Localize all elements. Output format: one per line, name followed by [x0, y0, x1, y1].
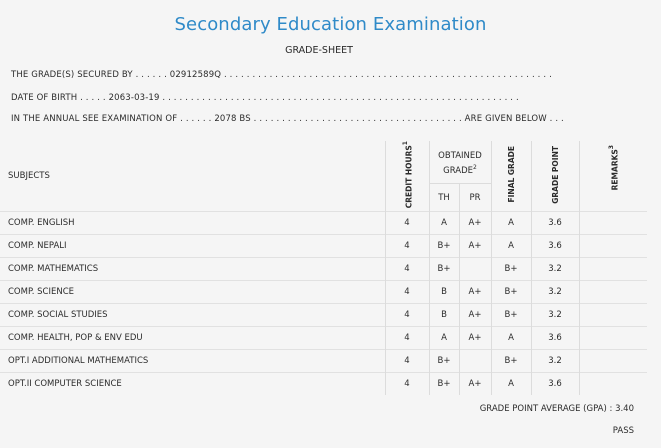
pr-grade-cell: A+: [458, 326, 491, 350]
th-grade-cell: B+: [428, 372, 459, 396]
credit-cell: 4: [384, 257, 429, 281]
table-row: COMP. HEALTH, POP & ENV EDU 4 A A+ A 3.6: [0, 326, 647, 350]
th-header: TH: [428, 183, 459, 212]
subjects-header: SUBJECTS: [8, 171, 50, 182]
credit-cell: 4: [384, 326, 429, 350]
remarks-cell: [578, 303, 647, 327]
table-row: COMP. ENGLISH 4 A A+ A 3.6: [0, 211, 647, 235]
grade-point-cell: 3.6: [530, 234, 579, 258]
th-grade-cell: B: [428, 280, 459, 304]
grade-point-cell: 3.6: [530, 211, 579, 235]
grade-point-header: GRADE POINT: [530, 141, 579, 212]
th-grade-cell: B+: [428, 234, 459, 258]
final-grade-cell: A: [490, 326, 531, 350]
table-row: COMP. SCIENCE 4 B A+ B+ 3.2: [0, 280, 647, 304]
pr-grade-cell: A+: [458, 303, 491, 327]
subject-cell: COMP. ENGLISH: [0, 211, 385, 235]
grade-point-cell: 3.6: [530, 372, 579, 396]
th-grade-cell: A: [428, 326, 459, 350]
grade-point-cell: 3.2: [530, 280, 579, 304]
subject-cell: COMP. MATHEMATICS: [0, 257, 385, 281]
symbol-number-line: THE GRADE(S) SECURED BY . . . . . . 0291…: [11, 70, 552, 80]
credit-cell: 4: [384, 234, 429, 258]
exam-year-line: IN THE ANNUAL SEE EXAMINATION OF . . . .…: [11, 114, 564, 124]
grade-point-cell: 3.2: [530, 349, 579, 373]
credit-cell: 4: [384, 211, 429, 235]
pr-grade-cell: A+: [458, 372, 491, 396]
th-grade-cell: B+: [428, 257, 459, 281]
gpa-summary: GRADE POINT AVERAGE (GPA) : 3.40: [479, 404, 634, 414]
date-of-birth-line: DATE OF BIRTH . . . . . 2063-03-19 . . .…: [11, 93, 519, 103]
remarks-cell: [578, 280, 647, 304]
pr-grade-cell: A+: [458, 280, 491, 304]
table-row: COMP. MATHEMATICS 4 B+ B+ 3.2: [0, 257, 647, 281]
th-grade-cell: B+: [428, 349, 459, 373]
grade-sheet-heading: GRADE-SHEET: [285, 45, 353, 56]
pr-grade-cell: A+: [458, 211, 491, 235]
remarks-cell: [578, 211, 647, 235]
pr-grade-cell: A+: [458, 234, 491, 258]
pr-header: PR: [458, 183, 491, 212]
subject-cell: COMP. SOCIAL STUDIES: [0, 303, 385, 327]
grade-point-cell: 3.2: [530, 257, 579, 281]
th-grade-cell: A: [428, 211, 459, 235]
remarks-cell: [578, 372, 647, 396]
credit-cell: 4: [384, 349, 429, 373]
table-row: COMP. NEPALI 4 B+ A+ A 3.6: [0, 234, 647, 258]
final-grade-header: FINAL GRADE: [490, 141, 531, 212]
grade-point-cell: 3.2: [530, 303, 579, 327]
final-grade-cell: B+: [490, 280, 531, 304]
remarks-cell: [578, 257, 647, 281]
pr-grade-cell: [458, 257, 491, 281]
credit-cell: 4: [384, 303, 429, 327]
final-grade-cell: A: [490, 234, 531, 258]
subject-cell: COMP. SCIENCE: [0, 280, 385, 304]
remarks-cell: [578, 234, 647, 258]
final-grade-cell: B+: [490, 349, 531, 373]
obtained-grade-header: OBTAINED GRADE2: [428, 141, 491, 184]
subject-cell: COMP. HEALTH, POP & ENV EDU: [0, 326, 385, 350]
final-grade-cell: B+: [490, 257, 531, 281]
page-title: Secondary Education Examination: [174, 14, 487, 35]
grade-table: SUBJECTS CREDIT HOURS1 OBTAINED GRADE2 F…: [0, 141, 647, 396]
remarks-cell: [578, 349, 647, 373]
credit-hours-header: CREDIT HOURS1: [384, 141, 429, 212]
subject-cell: OPT.II COMPUTER SCIENCE: [0, 372, 385, 396]
subject-cell: OPT.I ADDITIONAL MATHEMATICS: [0, 349, 385, 373]
credit-cell: 4: [384, 372, 429, 396]
th-grade-cell: B: [428, 303, 459, 327]
credit-cell: 4: [384, 280, 429, 304]
remarks-cell: [578, 326, 647, 350]
table-row: OPT.I ADDITIONAL MATHEMATICS 4 B+ B+ 3.2: [0, 349, 647, 373]
table-row: COMP. SOCIAL STUDIES 4 B A+ B+ 3.2: [0, 303, 647, 327]
final-grade-cell: B+: [490, 303, 531, 327]
grade-point-cell: 3.6: [530, 326, 579, 350]
subject-cell: COMP. NEPALI: [0, 234, 385, 258]
remarks-header: REMARKS3: [578, 141, 647, 212]
pr-grade-cell: [458, 349, 491, 373]
result-status: PASS: [612, 426, 634, 436]
table-row: OPT.II COMPUTER SCIENCE 4 B+ A+ A 3.6: [0, 372, 647, 396]
final-grade-cell: A: [490, 211, 531, 235]
final-grade-cell: A: [490, 372, 531, 396]
